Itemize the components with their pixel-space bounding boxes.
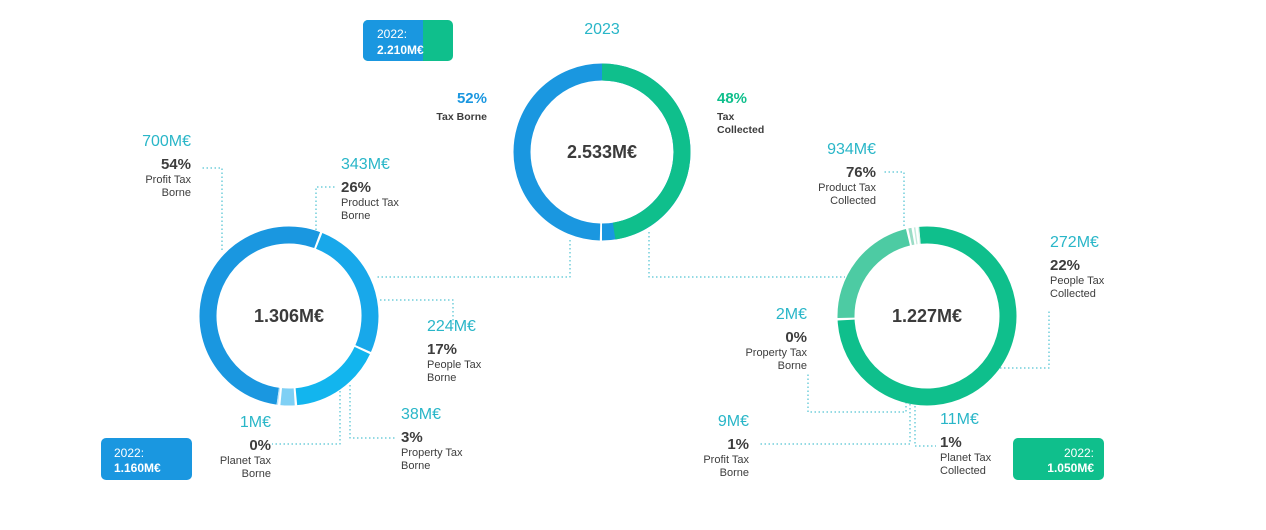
badge-2022-total-value: 2.210M€ xyxy=(377,43,424,57)
planet-borne-label-1: Planet Tax xyxy=(220,455,272,467)
property-borne-label-1: Property Tax xyxy=(401,447,463,459)
profit-borne-label-1: Profit Tax xyxy=(145,174,191,186)
property-borne-amount: 38M€ xyxy=(401,406,441,423)
product-collected-label-2: Collected xyxy=(830,195,876,207)
product-borne-amount: 343M€ xyxy=(341,156,390,173)
planet-borne-pct: 0% xyxy=(249,437,271,454)
people-borne-amount: 224M€ xyxy=(427,318,476,335)
property-collected-label-2: Borne xyxy=(778,360,807,372)
tax-collected-pct: 48% xyxy=(717,90,747,107)
product-collected-amount: 934M€ xyxy=(827,141,876,158)
product-collected-pct: 76% xyxy=(846,164,876,181)
planet-borne-label-2: Borne xyxy=(242,468,271,480)
planet-borne-amount: 1M€ xyxy=(240,414,271,431)
donut-tax-collected xyxy=(837,226,1017,406)
badge-2022-collected-bg xyxy=(1013,438,1104,480)
property-borne-pct: 3% xyxy=(401,429,423,446)
people-collected-pct: 22% xyxy=(1050,257,1080,274)
property-collected-pct: 0% xyxy=(785,329,807,346)
people-borne-pct: 17% xyxy=(427,341,457,358)
badge-2022-borne-label: 2022: xyxy=(114,446,144,460)
connector-product-borne xyxy=(315,186,336,230)
profit-collected-label-1: Profit Tax xyxy=(703,454,749,466)
product-borne-label-1: Product Tax xyxy=(341,197,399,209)
planet-collected-label-2: Collected xyxy=(940,465,986,477)
product-collected-label-1: Product Tax xyxy=(818,182,876,194)
connector-people-borne xyxy=(380,299,454,326)
connector-profit-collected xyxy=(760,400,911,445)
profit-collected-pct: 1% xyxy=(727,436,749,453)
people-collected-label-1: People Tax xyxy=(1050,275,1105,287)
badge-2022-borne-value: 1.160M€ xyxy=(114,461,161,475)
profit-collected-label-2: Borne xyxy=(720,467,749,479)
connector-profit-borne xyxy=(201,167,223,250)
product-borne-pct: 26% xyxy=(341,179,371,196)
people-borne-label-1: People Tax xyxy=(427,359,482,371)
tax-collected-label-line2: Collected xyxy=(717,124,764,136)
collected-total: 1.227M€ xyxy=(892,306,962,326)
connector-people-collected xyxy=(1000,310,1050,369)
property-collected-label-1: Property Tax xyxy=(745,347,807,359)
donut-tax-borne xyxy=(199,226,379,406)
year-label: 2023 xyxy=(584,21,620,38)
product-borne-label-2: Borne xyxy=(341,210,370,222)
badge-2022-collected-value: 1.050M€ xyxy=(1047,461,1094,475)
profit-borne-amount: 700M€ xyxy=(142,133,191,150)
connector-center-to-borne xyxy=(375,240,571,278)
badge-2022-total: 2022: 2.210M€ xyxy=(363,20,453,61)
borne-slice-1 xyxy=(199,226,379,406)
tax-borne-pct: 52% xyxy=(457,90,487,107)
property-collected-amount: 2M€ xyxy=(776,306,807,323)
property-borne-label-2: Borne xyxy=(401,460,430,472)
center-total: 2.533M€ xyxy=(567,142,637,162)
connector-property-borne xyxy=(349,385,395,439)
connector-planet-collected xyxy=(914,402,936,447)
collected-slice-4 xyxy=(837,226,1017,406)
people-collected-label-2: Collected xyxy=(1050,288,1096,300)
profit-borne-pct: 54% xyxy=(161,156,191,173)
borne-total: 1.306M€ xyxy=(254,306,324,326)
profit-collected-amount: 9M€ xyxy=(718,413,749,430)
badge-2022-collected: 2022: 1.050M€ xyxy=(1013,438,1104,480)
badge-2022-total-label: 2022: xyxy=(377,27,407,41)
badge-2022-borne: 2022: 1.160M€ xyxy=(101,438,192,480)
people-borne-label-2: Borne xyxy=(427,372,456,384)
connector-planet-borne xyxy=(272,375,341,445)
planet-collected-pct: 1% xyxy=(940,434,962,451)
profit-borne-label-2: Borne xyxy=(162,187,191,199)
badge-2022-collected-label: 2022: xyxy=(1064,446,1094,460)
planet-collected-label-1: Planet Tax xyxy=(940,452,992,464)
tax-borne-label: Tax Borne xyxy=(436,111,487,123)
people-collected-amount: 272M€ xyxy=(1050,234,1099,251)
connector-center-to-collected xyxy=(648,232,845,278)
connector-lines xyxy=(201,167,1050,447)
donut-total xyxy=(513,63,691,241)
tax-collected-label-line1: Tax xyxy=(717,111,734,123)
borne-slice-4 xyxy=(199,226,379,406)
badge-2022-borne-bg xyxy=(101,438,192,480)
connector-product-collected xyxy=(884,171,905,226)
planet-collected-amount: 11M€ xyxy=(940,411,979,428)
center-collected-slice-0 xyxy=(513,63,691,241)
